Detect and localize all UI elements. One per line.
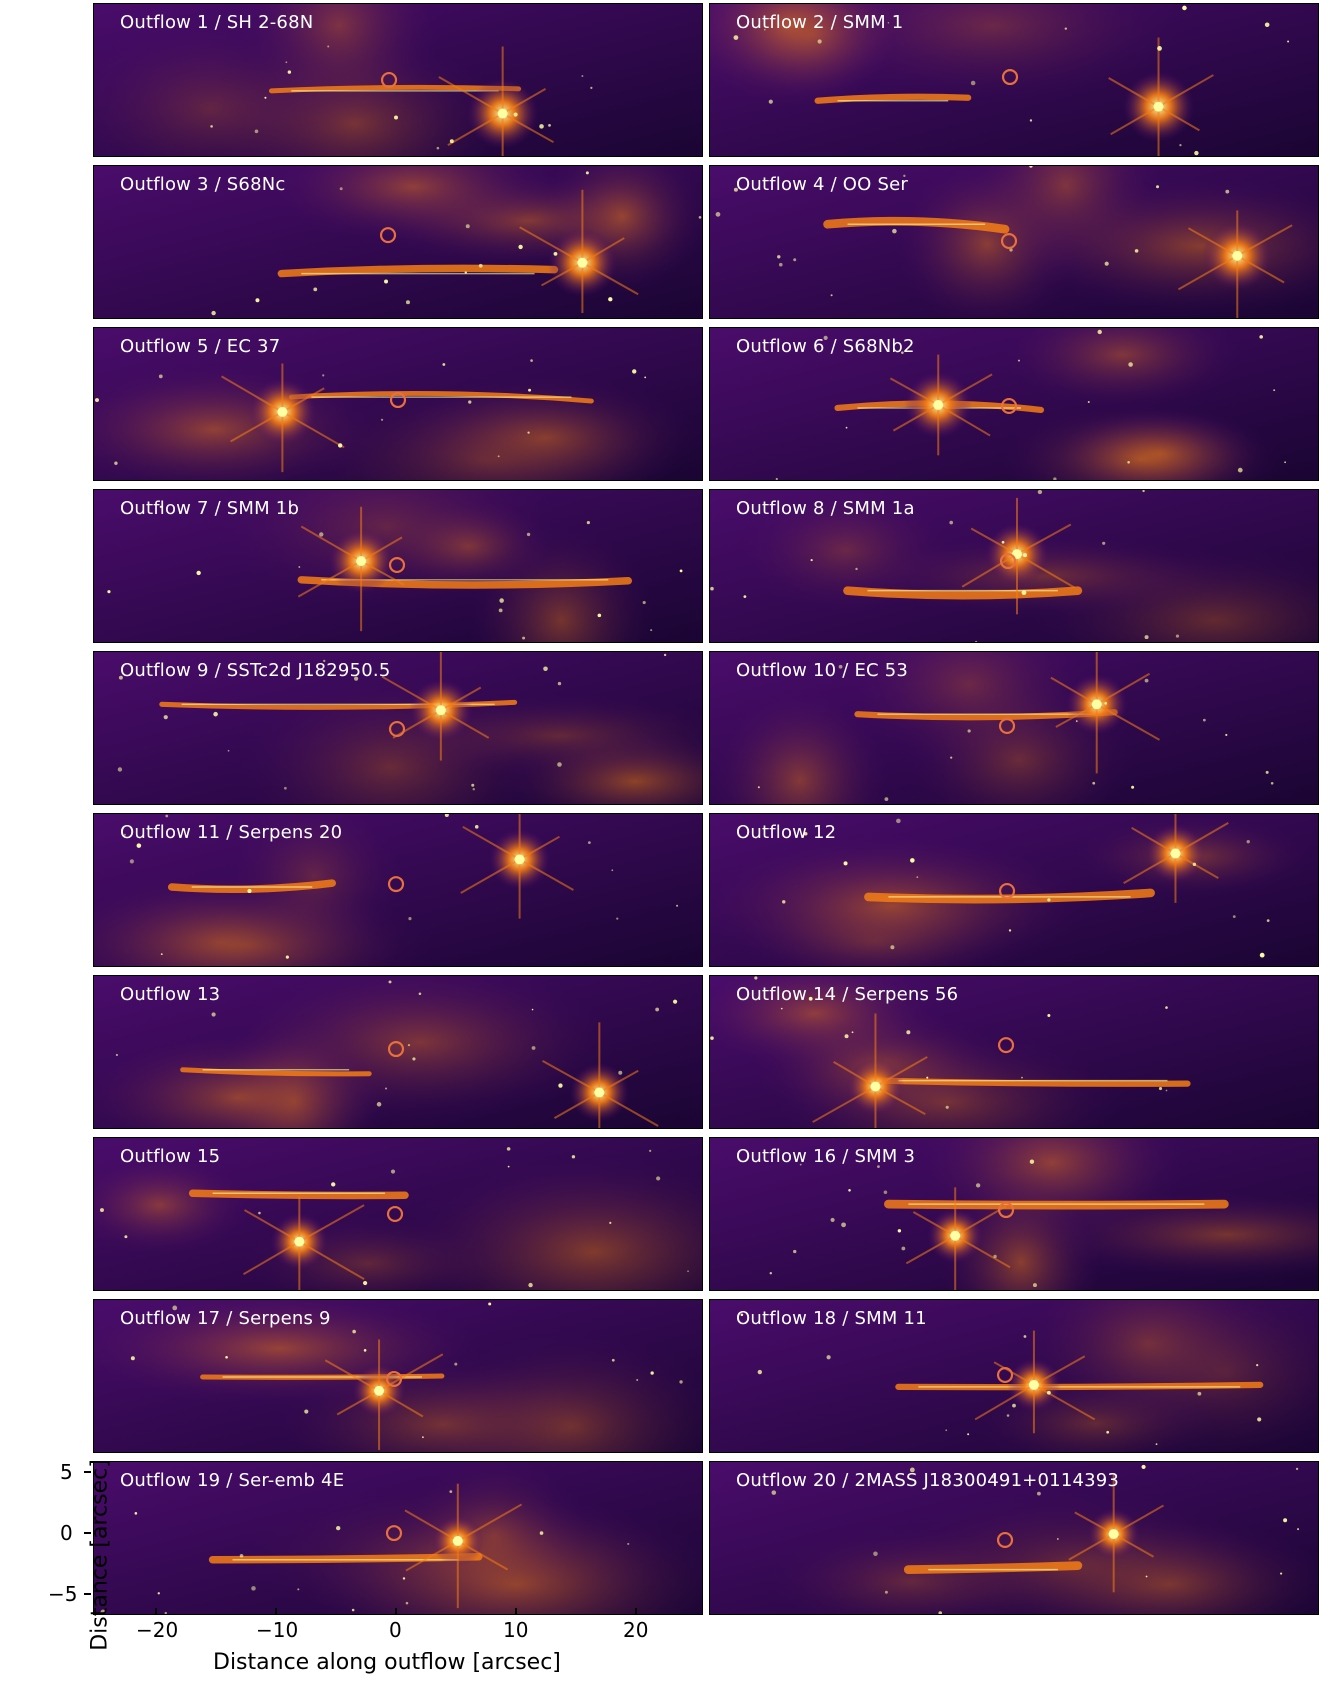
- panel-label: Outflow 13: [120, 984, 221, 1005]
- ytick-label: 5: [60, 1460, 73, 1484]
- panel-label: Outflow 2 / SMM 1: [736, 12, 904, 33]
- panel-label: Outflow 8 / SMM 1a: [736, 498, 915, 519]
- y-axis-label: Distance [arcsec]: [87, 1459, 113, 1651]
- panel-label: Outflow 3 / S68Nc: [120, 174, 286, 195]
- panel-outflow-6: Outflow 6 / S68Nb2: [709, 327, 1319, 481]
- panel-label: Outflow 6 / S68Nb2: [736, 336, 915, 357]
- panel-label: Outflow 15: [120, 1146, 221, 1167]
- panel-outflow-17: Outflow 17 / Serpens 9: [93, 1299, 703, 1453]
- panel-label: Outflow 7 / SMM 1b: [120, 498, 300, 519]
- ytick-mark: [84, 1532, 91, 1534]
- xtick-label: −20: [136, 1618, 179, 1642]
- panel-outflow-11: Outflow 11 / Serpens 20: [93, 813, 703, 967]
- panel-outflow-10: Outflow 10 / EC 53: [709, 651, 1319, 805]
- panel-outflow-18: Outflow 18 / SMM 11: [709, 1299, 1319, 1453]
- panel-outflow-16: Outflow 16 / SMM 3: [709, 1137, 1319, 1291]
- panel-label: Outflow 4 / OO Ser: [736, 174, 908, 195]
- panel-label: Outflow 5 / EC 37: [120, 336, 281, 357]
- xtick-label: −10: [256, 1618, 299, 1642]
- xtick-mark: [515, 1608, 517, 1615]
- ytick-mark: [84, 1593, 91, 1595]
- xtick-label: 10: [503, 1618, 529, 1642]
- xtick-mark: [395, 1608, 397, 1615]
- panel-outflow-9: Outflow 9 / SSTc2d J182950.5: [93, 651, 703, 805]
- ytick-mark: [84, 1471, 91, 1473]
- panel-label: Outflow 20 / 2MASS J18300491+0114393: [736, 1470, 1120, 1491]
- panel-label: Outflow 9 / SSTc2d J182950.5: [120, 660, 391, 681]
- panel-outflow-7: Outflow 7 / SMM 1b: [93, 489, 703, 643]
- panel-label: Outflow 19 / Ser-emb 4E: [120, 1470, 345, 1491]
- ytick-label: 0: [60, 1521, 73, 1545]
- panel-outflow-4: Outflow 4 / OO Ser: [709, 165, 1319, 319]
- panel-outflow-13: Outflow 13: [93, 975, 703, 1129]
- xtick-mark: [275, 1608, 277, 1615]
- panel-label: Outflow 12: [736, 822, 837, 843]
- panel-outflow-2: Outflow 2 / SMM 1: [709, 3, 1319, 157]
- panel-label: Outflow 1 / SH 2-68N: [120, 12, 314, 33]
- panel-label: Outflow 11 / Serpens 20: [120, 822, 343, 843]
- panel-outflow-20: Outflow 20 / 2MASS J18300491+0114393: [709, 1461, 1319, 1615]
- panel-outflow-12: Outflow 12: [709, 813, 1319, 967]
- x-axis-label: Distance along outflow [arcsec]: [213, 1650, 561, 1675]
- ytick-label: −5: [48, 1582, 78, 1606]
- xtick-mark: [155, 1608, 157, 1615]
- panel-outflow-8: Outflow 8 / SMM 1a: [709, 489, 1319, 643]
- panel-label: Outflow 10 / EC 53: [736, 660, 909, 681]
- panel-label: Outflow 17 / Serpens 9: [120, 1308, 331, 1329]
- panel-label: Outflow 14 / Serpens 56: [736, 984, 959, 1005]
- panel-label: Outflow 18 / SMM 11: [736, 1308, 927, 1329]
- xtick-label: 20: [623, 1618, 649, 1642]
- panel-outflow-1: Outflow 1 / SH 2-68N: [93, 3, 703, 157]
- panel-outflow-5: Outflow 5 / EC 37: [93, 327, 703, 481]
- xtick-mark: [635, 1608, 637, 1615]
- panel-outflow-14: Outflow 14 / Serpens 56: [709, 975, 1319, 1129]
- panel-label: Outflow 16 / SMM 3: [736, 1146, 916, 1167]
- panel-outflow-15: Outflow 15: [93, 1137, 703, 1291]
- panel-outflow-19: Outflow 19 / Ser-emb 4E: [93, 1461, 703, 1615]
- xtick-label: 0: [389, 1618, 402, 1642]
- panel-outflow-3: Outflow 3 / S68Nc: [93, 165, 703, 319]
